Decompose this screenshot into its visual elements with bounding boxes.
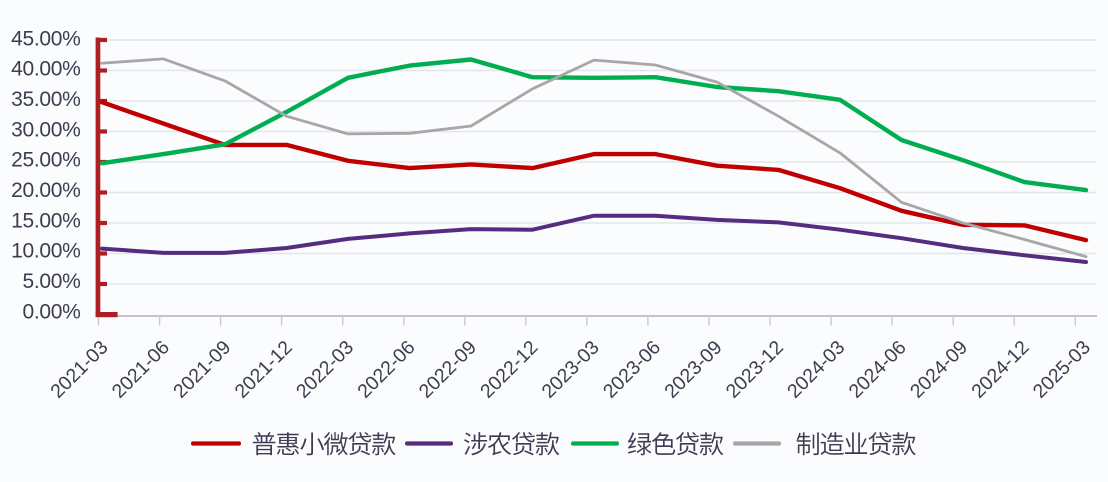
svg-text:30.00%: 30.00%	[11, 118, 80, 141]
svg-text:25.00%: 25.00%	[11, 149, 80, 172]
svg-text:45.00%: 45.00%	[11, 27, 80, 50]
svg-text:2022-06: 2022-06	[353, 336, 419, 402]
svg-text:2022-03: 2022-03	[292, 336, 358, 402]
svg-text:35.00%: 35.00%	[11, 88, 80, 111]
svg-text:2021-06: 2021-06	[108, 336, 174, 402]
svg-text:2023-09: 2023-09	[660, 336, 726, 402]
svg-text:2022-09: 2022-09	[415, 336, 481, 402]
svg-text:20.00%: 20.00%	[11, 179, 80, 202]
svg-text:5.00%: 5.00%	[22, 270, 80, 293]
svg-text:2023-03: 2023-03	[538, 336, 604, 402]
svg-text:2024-12: 2024-12	[967, 336, 1033, 402]
svg-text:2025-03: 2025-03	[1029, 336, 1095, 402]
svg-text:2024-06: 2024-06	[845, 336, 911, 402]
svg-text:2021-12: 2021-12	[231, 336, 297, 402]
svg-text:2021-09: 2021-09	[169, 336, 235, 402]
svg-text:2022-12: 2022-12	[476, 336, 542, 402]
svg-text:2024-03: 2024-03	[783, 336, 849, 402]
svg-text:2023-06: 2023-06	[599, 336, 665, 402]
svg-text:10.00%: 10.00%	[11, 240, 80, 263]
svg-text:15.00%: 15.00%	[11, 209, 80, 232]
svg-text:40.00%: 40.00%	[11, 58, 80, 81]
svg-text:2023-12: 2023-12	[722, 336, 788, 402]
svg-text:2021-03: 2021-03	[46, 336, 112, 402]
svg-text:0.00%: 0.00%	[22, 300, 80, 323]
svg-text:2024-09: 2024-09	[906, 336, 972, 402]
